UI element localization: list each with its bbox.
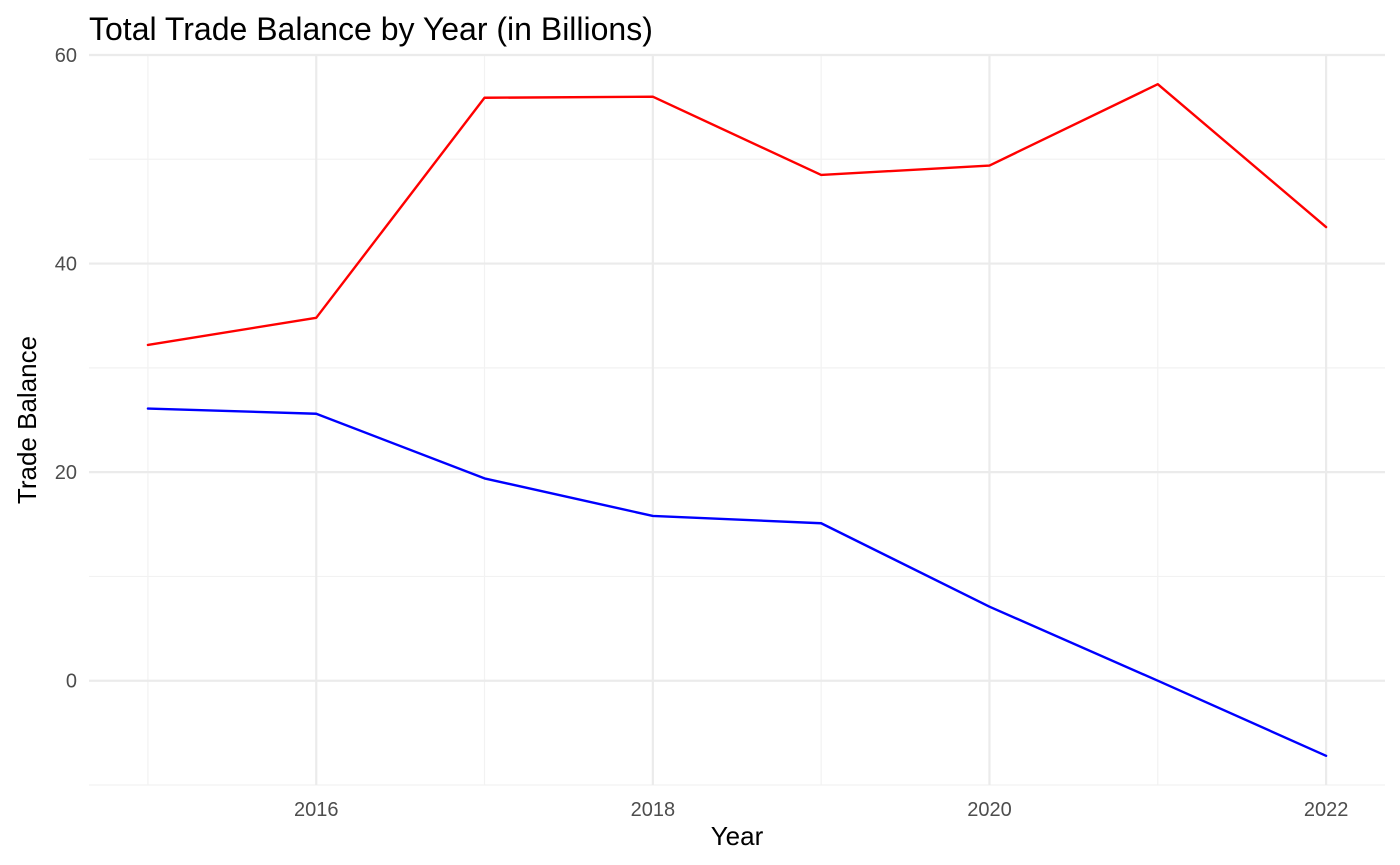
x-axis-title: Year: [711, 821, 764, 851]
x-axis-ticks: 2016 2018 2020 2022: [294, 799, 1348, 821]
series-lines: [146, 82, 1328, 757]
y-tick-label: 0: [66, 671, 77, 693]
x-tick-label: 2020: [967, 799, 1012, 821]
x-tick-label: 2018: [631, 799, 676, 821]
y-axis-title: Trade Balance: [12, 336, 42, 504]
y-tick-label: 60: [55, 45, 77, 67]
series-line-1: [146, 82, 1328, 347]
x-tick-label: 2022: [1304, 799, 1349, 821]
y-axis-ticks: 0 20 40 60: [55, 45, 77, 693]
x-tick-label: 2016: [294, 799, 339, 821]
chart-title: Total Trade Balance by Year (in Billions…: [89, 11, 653, 47]
grid: [89, 53, 1385, 786]
y-tick-label: 40: [55, 254, 77, 276]
series-line-2: [146, 407, 1328, 757]
y-tick-label: 20: [55, 462, 77, 484]
